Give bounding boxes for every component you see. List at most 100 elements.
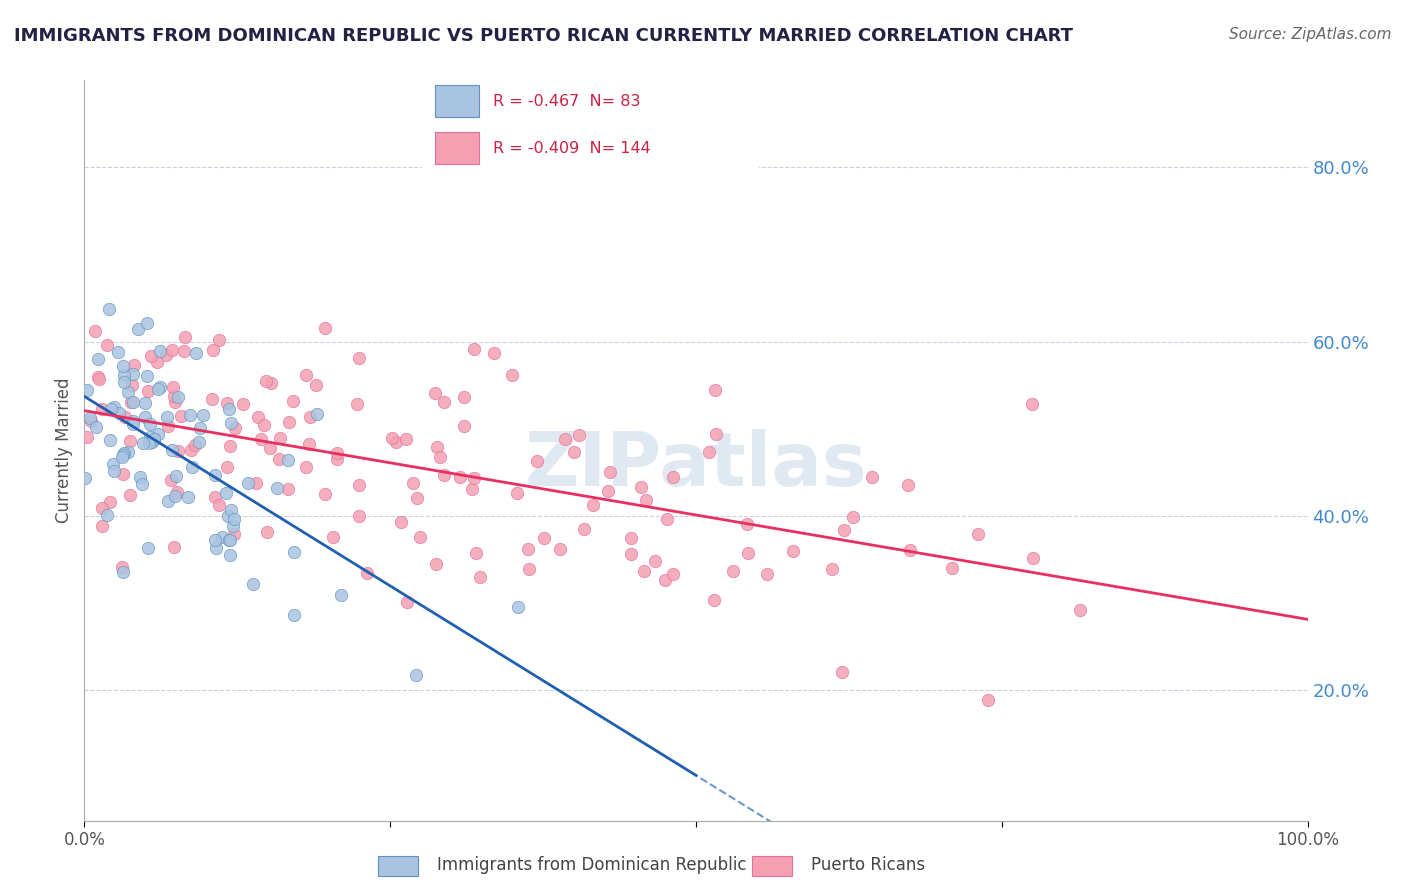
- Point: [79, 411, 101, 425]
- Point: [232, 397, 254, 411]
- Point: [149, 344, 172, 359]
- Point: [221, 503, 243, 517]
- Point: [90, 500, 112, 515]
- Point: [129, 470, 152, 484]
- Point: [162, 389, 184, 403]
- Point: [89, 372, 111, 386]
- Point: [655, 512, 678, 526]
- Point: [87, 351, 110, 366]
- Point: [429, 450, 451, 465]
- Point: [149, 380, 172, 394]
- Point: [384, 435, 406, 450]
- Point: [162, 380, 184, 394]
- Point: [100, 401, 122, 416]
- Point: [218, 402, 240, 417]
- Point: [662, 567, 685, 582]
- Point: [170, 409, 193, 423]
- Point: [548, 542, 571, 557]
- Point: [330, 588, 353, 602]
- Point: [167, 444, 190, 458]
- Point: [620, 531, 643, 545]
- Point: [898, 543, 921, 558]
- Point: [215, 485, 238, 500]
- Point: [283, 545, 305, 559]
- Point: [201, 392, 224, 406]
- Point: [246, 409, 269, 424]
- Point: [165, 469, 187, 483]
- Point: [111, 448, 134, 462]
- Point: [103, 400, 125, 414]
- Point: [562, 445, 585, 459]
- Point: [111, 450, 134, 465]
- Point: [633, 564, 655, 578]
- Point: [96, 508, 118, 522]
- Point: [389, 515, 412, 529]
- Point: [266, 482, 288, 496]
- Point: [277, 482, 299, 496]
- Point: [572, 522, 595, 536]
- Point: [91, 518, 114, 533]
- Text: Source: ZipAtlas.com: Source: ZipAtlas.com: [1229, 27, 1392, 42]
- Point: [219, 548, 242, 562]
- Point: [704, 427, 727, 442]
- Point: [76, 430, 98, 444]
- Point: [305, 377, 328, 392]
- Point: [465, 546, 488, 560]
- Point: [112, 375, 135, 389]
- Point: [101, 457, 124, 471]
- Point: [208, 333, 231, 347]
- Point: [222, 527, 245, 541]
- Point: [112, 446, 135, 460]
- Bar: [378, 856, 418, 876]
- Point: [347, 351, 370, 365]
- Point: [517, 542, 540, 557]
- Point: [217, 395, 239, 409]
- Point: [157, 494, 180, 508]
- Text: R = -0.409  N= 144: R = -0.409 N= 144: [492, 141, 651, 156]
- Text: R = -0.467  N= 83: R = -0.467 N= 83: [492, 94, 640, 109]
- Point: [897, 478, 920, 492]
- Point: [224, 421, 246, 435]
- Point: [221, 416, 243, 430]
- Point: [120, 395, 142, 409]
- Text: IMMIGRANTS FROM DOMINICAN REPUBLIC VS PUERTO RICAN CURRENTLY MARRIED CORRELATION: IMMIGRANTS FROM DOMINICAN REPUBLIC VS PU…: [14, 27, 1073, 45]
- Point: [138, 417, 160, 431]
- Point: [160, 442, 183, 457]
- Point: [117, 384, 139, 399]
- Point: [401, 476, 423, 491]
- Point: [141, 435, 163, 450]
- Point: [630, 480, 652, 494]
- Point: [831, 665, 853, 679]
- Point: [620, 547, 643, 561]
- Point: [111, 565, 134, 579]
- Point: [110, 559, 132, 574]
- Text: Immigrants from Dominican Republic: Immigrants from Dominican Republic: [437, 856, 747, 874]
- Point: [526, 454, 548, 468]
- Point: [654, 574, 676, 588]
- Point: [134, 409, 156, 424]
- Point: [860, 470, 883, 484]
- Point: [703, 593, 725, 607]
- Point: [782, 544, 804, 558]
- Point: [326, 446, 349, 460]
- Point: [433, 394, 456, 409]
- Point: [295, 368, 318, 383]
- Point: [188, 421, 211, 435]
- Point: [211, 530, 233, 544]
- Point: [256, 525, 278, 540]
- Point: [405, 668, 427, 682]
- Point: [114, 368, 136, 382]
- Point: [636, 493, 658, 508]
- Point: [245, 475, 267, 490]
- Point: [449, 469, 471, 483]
- Point: [165, 395, 187, 409]
- Point: [142, 432, 165, 446]
- Point: [697, 445, 720, 459]
- Point: [204, 533, 226, 547]
- Point: [356, 566, 378, 580]
- Point: [174, 330, 197, 344]
- Point: [180, 442, 202, 457]
- Point: [277, 453, 299, 467]
- Point: [159, 473, 181, 487]
- Point: [163, 489, 186, 503]
